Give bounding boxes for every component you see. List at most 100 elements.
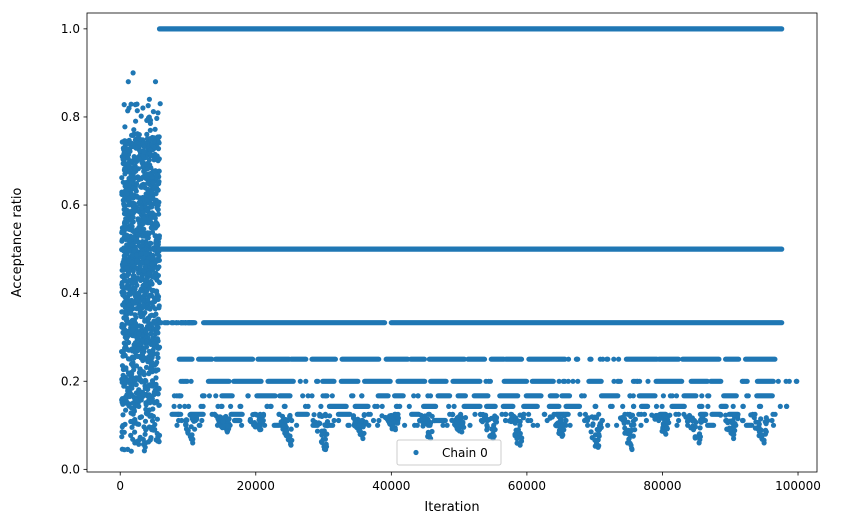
data-point-1550 — [777, 403, 783, 409]
data-band-1394 — [501, 378, 530, 384]
data-point-2073 — [595, 444, 601, 450]
data-point-1618 — [336, 417, 342, 424]
legend-label-chain-0: Chain 0 — [442, 446, 488, 460]
data-point-630 — [152, 126, 158, 132]
data-point-966 — [120, 401, 126, 407]
data-point-2127 — [662, 418, 668, 424]
data-point-206 — [144, 131, 150, 137]
data-point-2153 — [693, 419, 699, 425]
data-band-1346 — [309, 356, 338, 362]
data-point-1182 — [124, 265, 130, 271]
data-point-1098 — [128, 140, 135, 146]
data-point-638 — [138, 113, 144, 119]
data-point-1383 — [315, 378, 321, 384]
data-point-1532 — [630, 403, 637, 409]
data-band-1380 — [265, 378, 296, 384]
data-point-2154 — [690, 427, 697, 433]
data-point-1251 — [145, 297, 151, 303]
data-point-1199 — [146, 115, 152, 121]
data-point-2157 — [699, 412, 705, 419]
data-point-1779 — [252, 424, 258, 430]
data-point-2101 — [626, 427, 632, 433]
data-point-2128 — [649, 412, 655, 418]
data-point-1164 — [136, 387, 142, 394]
data-point-992 — [148, 137, 154, 143]
data-point-1896 — [386, 420, 393, 426]
data-point-1431 — [176, 393, 182, 399]
data-point-1375 — [184, 378, 190, 384]
data-point-1595 — [638, 411, 644, 417]
data-point-1840 — [323, 441, 329, 447]
data-point-1750 — [212, 411, 218, 417]
data-point-1290 — [146, 315, 152, 322]
data-point-1086 — [144, 411, 150, 417]
data-point-1746 — [218, 424, 225, 430]
data-point-1869 — [352, 418, 358, 424]
data-point-1271 — [140, 302, 146, 308]
data-band-1480 — [681, 393, 699, 399]
y-tick-label-1: 0.2 — [61, 374, 80, 388]
data-point-1115 — [153, 241, 159, 247]
data-point-1691 — [674, 422, 680, 428]
data-point-1339 — [173, 320, 179, 326]
data-point-1505 — [281, 403, 287, 409]
data-point-1543 — [730, 403, 736, 409]
data-point-2009 — [512, 433, 518, 439]
data-band-1395 — [529, 378, 556, 384]
data-point-1392 — [483, 378, 489, 384]
data-point-1272 — [125, 370, 131, 376]
data-point-1889 — [382, 414, 388, 421]
data-point-965 — [141, 143, 147, 150]
data-point-1263 — [149, 204, 155, 210]
data-point-1264 — [127, 209, 134, 215]
x-tick-label-5: 100000 — [775, 479, 821, 493]
data-point-1247 — [146, 270, 152, 277]
legend-box — [396, 439, 502, 466]
data-band-1526 — [563, 403, 583, 409]
data-band-1421 — [754, 378, 776, 384]
data-point-1274 — [136, 341, 143, 347]
data-point-1516 — [397, 403, 403, 409]
data-point-1285 — [139, 350, 145, 356]
data-band-1345 — [288, 356, 309, 362]
data-point-1680 — [530, 422, 536, 428]
data-point-2096 — [629, 412, 636, 418]
data-point-977 — [148, 412, 155, 418]
data-point-1782 — [260, 412, 267, 419]
legend-marker-chain-0 — [413, 449, 419, 456]
data-band-1537 — [669, 403, 687, 409]
data-point-1579 — [503, 411, 509, 417]
data-point-1270 — [141, 149, 147, 155]
data-point-1056 — [136, 392, 142, 398]
data-point-1860 — [361, 412, 367, 418]
data-band-1612 — [231, 417, 243, 424]
data-point-1214 — [134, 181, 140, 187]
data-point-1656 — [197, 422, 203, 428]
data-point-1302 — [130, 70, 136, 76]
data-point-1226 — [140, 105, 146, 111]
data-point-478 — [156, 211, 162, 217]
data-point-1213 — [136, 374, 142, 380]
data-point-1408 — [645, 378, 651, 384]
data-point-1275 — [155, 134, 161, 140]
data-point-1836 — [322, 432, 328, 438]
data-point-949 — [128, 222, 134, 228]
data-point-941 — [142, 444, 148, 450]
data-point-1173 — [124, 336, 130, 342]
data-band-1454 — [375, 393, 391, 399]
data-point-1675 — [440, 422, 446, 428]
data-point-1010 — [127, 285, 133, 291]
data-point-1789 — [288, 426, 294, 432]
data-point-2069 — [588, 429, 594, 435]
data-point-1235 — [149, 261, 155, 268]
data-point-1671 — [414, 422, 420, 428]
data-point-635 — [150, 109, 156, 115]
data-point-2131 — [663, 431, 669, 437]
data-point-1668 — [375, 422, 381, 428]
data-point-1927 — [418, 412, 424, 418]
data-point-1250 — [151, 313, 157, 319]
data-band-1389 — [428, 378, 449, 384]
data-point-1208 — [133, 397, 139, 403]
data-band-1524 — [521, 403, 540, 409]
data-point-1837 — [322, 422, 328, 428]
